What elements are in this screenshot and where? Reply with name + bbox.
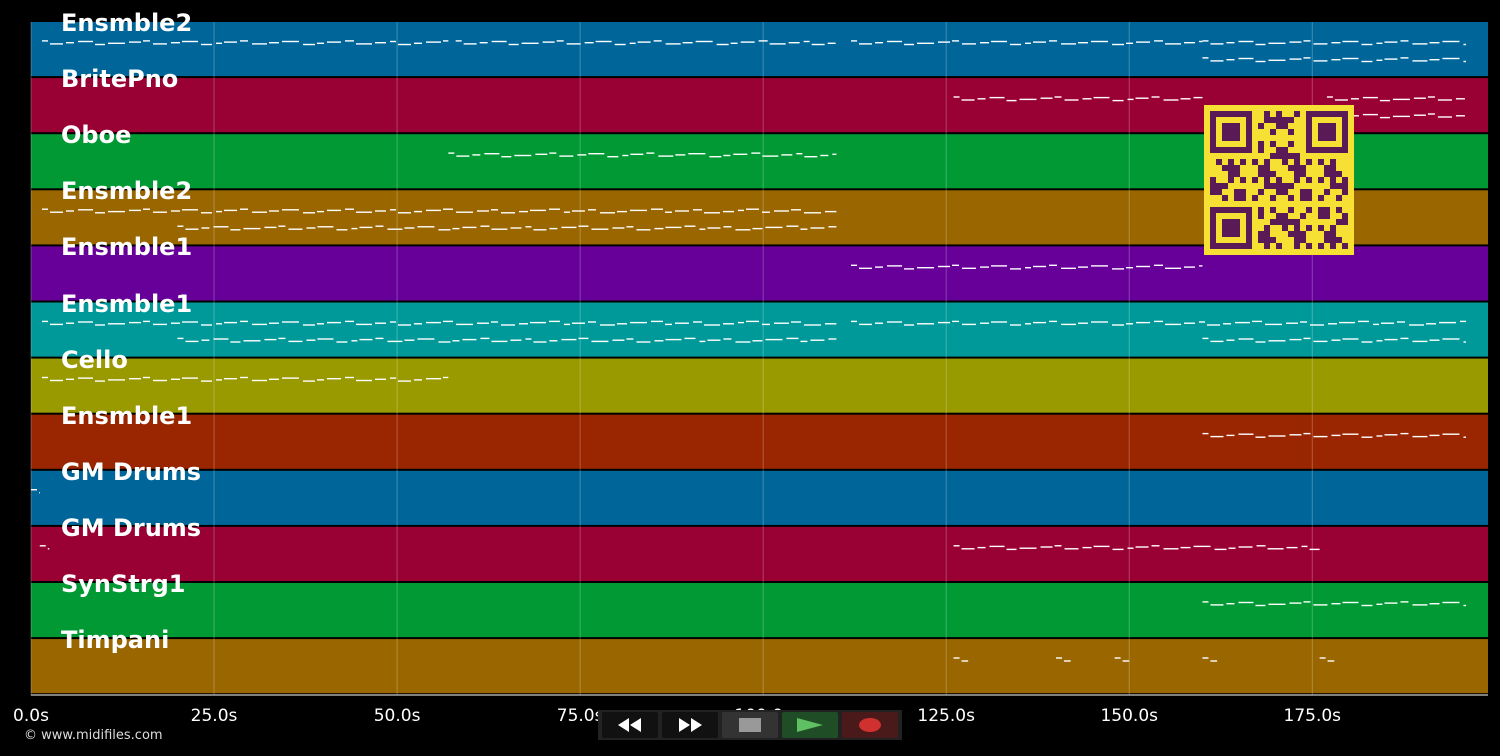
note-segment [1056,657,1071,662]
note-segment [448,152,837,158]
note-segment [455,40,836,46]
note-segment [953,545,1320,551]
track-label: GM Drums [61,457,202,486]
tick-label: 175.0s [1283,706,1342,726]
note-segment [41,320,837,326]
record-button[interactable] [842,712,898,738]
note-segment [1202,337,1467,343]
note-segment [1326,96,1465,102]
rewind-button[interactable] [602,712,658,738]
track-label: Cello [61,345,128,374]
track-lane [31,526,1488,581]
track-lane [31,22,1488,77]
play-button[interactable] [782,712,838,738]
note-segment [177,337,837,343]
note-segment [41,208,837,214]
track-label: Ensmble1 [61,233,193,262]
track-label: Ensmble1 [61,289,193,318]
note-segment [851,40,1203,46]
stop-button[interactable] [722,712,778,738]
tick-label: 125.0s [917,706,975,726]
stop-icon [739,718,761,732]
note-segment [177,225,837,231]
rewind-icon [618,718,641,732]
track-label: GM Drums [61,513,202,542]
note-segment [31,489,40,494]
note-segment [1202,657,1218,662]
track-lane [31,246,1488,301]
track-lane [31,358,1488,413]
track-label: BritePno [61,65,179,94]
note-segment [1202,40,1467,46]
note-segment [851,320,1467,326]
tick-label: 0.0s [13,706,49,726]
tick-label: 75.0s [556,706,604,726]
note-segment [41,40,449,46]
track-lane [31,302,1488,357]
note-segment [1202,432,1467,438]
record-icon [859,718,881,732]
track-label: Ensmble2 [61,177,193,206]
note-segment [953,657,969,662]
track-label: Oboe [61,121,132,150]
note-segment [1202,57,1467,63]
copyright-text: © www.midifiles.com [24,728,163,743]
track-label: SynStrg1 [61,570,186,598]
note-segment [1319,657,1335,662]
tick-label: 25.0s [190,706,238,726]
tick-label: 50.0s [373,706,421,726]
track-lane [31,583,1488,638]
fast-forward-icon [679,718,702,732]
play-icon [797,718,823,732]
note-segment [39,545,50,550]
track-lane [31,470,1488,525]
track-label: Ensmble2 [61,9,193,37]
fast-forward-button[interactable] [662,712,718,738]
track-label: Ensmble1 [61,401,193,430]
tick-label: 150.0s [1100,706,1158,726]
qr-code[interactable] [1204,105,1354,255]
track-lane [31,414,1488,469]
transport-controls [598,710,902,740]
track-lane [31,639,1488,694]
note-segment [953,96,1203,102]
note-segment [1114,657,1130,662]
note-segment [851,264,1203,270]
note-segment [41,376,449,382]
note-segment [1202,601,1467,607]
track-label: Timpani [61,626,170,655]
